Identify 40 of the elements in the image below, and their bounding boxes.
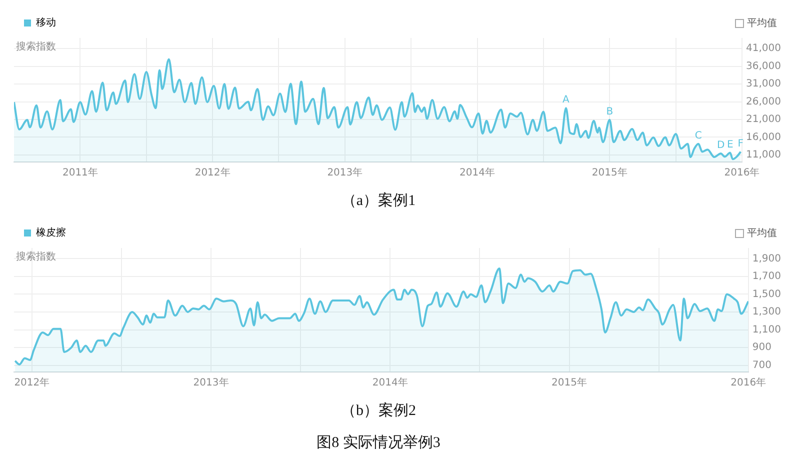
y-tick-label: 1,500 <box>752 288 782 300</box>
y-tick-label: 1,100 <box>752 324 782 336</box>
x-tick-label: 2015年 <box>552 376 587 389</box>
x-tick-label: 2012年 <box>14 376 50 389</box>
text: 平均值 <box>747 227 777 240</box>
legend-label: 移动 <box>36 16 56 29</box>
caption: 图8 实际情况举例3 <box>316 434 442 453</box>
x-tick-label: 2016年 <box>724 166 760 179</box>
y-tick-label: 11,000 <box>746 150 782 161</box>
annotation: C <box>694 130 702 142</box>
text: （a）案例1 <box>340 191 417 211</box>
annotation: E <box>726 139 734 150</box>
annotation: B <box>606 106 614 118</box>
text: （b）案例2 <box>340 401 417 421</box>
x-tick-label: 2015年 <box>592 166 628 179</box>
y-tick-label: 1,900 <box>752 253 782 264</box>
y-tick-label: 21,000 <box>746 114 782 126</box>
y-tick-label: 31,000 <box>746 78 782 90</box>
legend-label: 橡皮擦 <box>36 226 66 239</box>
annotation: D <box>716 140 725 152</box>
y-axis-title: 搜索指数 <box>16 40 56 53</box>
annotation: A <box>562 94 570 106</box>
x-tick-label: 2014年 <box>460 166 496 179</box>
y-tick-label: 700 <box>752 360 772 371</box>
y-tick-label: 16,000 <box>746 132 782 143</box>
text: 平均值 <box>747 17 777 30</box>
y-tick-label: 26,000 <box>746 96 782 108</box>
annotation: F <box>738 138 744 150</box>
y-tick-label: 36,000 <box>746 60 782 72</box>
y-tick-label: 1,700 <box>752 271 782 282</box>
x-tick-label: 2014年 <box>372 376 408 389</box>
y-tick-label: 41,000 <box>746 43 782 54</box>
y-tick-label: 1,300 <box>752 306 782 318</box>
x-tick-label: 2016年 <box>730 376 766 389</box>
x-tick-label: 2013年 <box>193 376 229 389</box>
x-tick-label: 2013年 <box>327 166 363 179</box>
x-tick-label: 2011年 <box>62 166 98 179</box>
x-tick-label: 2012年 <box>194 166 230 179</box>
y-tick-label: 900 <box>752 342 772 354</box>
y-axis-title: 搜索指数 <box>16 250 56 263</box>
